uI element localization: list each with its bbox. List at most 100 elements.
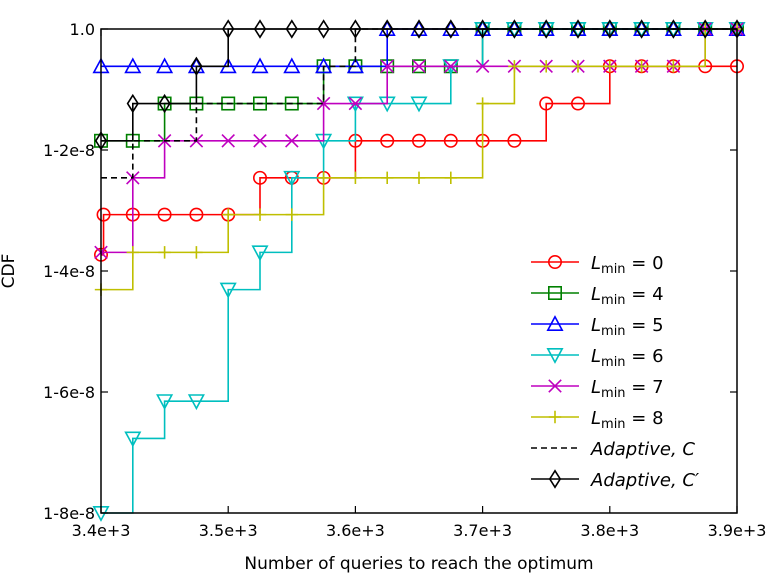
data-point	[219, 282, 237, 299]
legend-entry-3: Lmin = 5	[531, 315, 664, 339]
data-point	[316, 96, 331, 111]
x-tick-label: 3.6e+3	[326, 521, 385, 540]
data-point	[253, 96, 268, 111]
data-point	[603, 19, 616, 39]
data-point	[157, 207, 172, 222]
data-point	[251, 57, 269, 74]
x-tick-label: 3.4e+3	[72, 521, 131, 540]
data-point	[444, 171, 457, 185]
data-point	[508, 60, 521, 73]
data-point	[315, 57, 333, 74]
data-point	[96, 207, 111, 222]
legend-entry-5: Lmin = 7	[531, 377, 664, 401]
data-point	[285, 208, 298, 221]
data-point	[126, 246, 139, 259]
data-point	[158, 93, 171, 114]
series-2	[94, 21, 744, 148]
data-point	[124, 431, 142, 448]
data-point	[348, 96, 363, 111]
legend-marker	[547, 285, 562, 300]
data-point	[349, 171, 362, 185]
legend-marker	[546, 315, 564, 332]
data-point	[126, 93, 139, 114]
data-point	[667, 19, 680, 39]
data-point	[222, 19, 235, 39]
x-tick-label: 3.5e+3	[199, 521, 258, 540]
series-1	[94, 59, 744, 262]
data-point	[253, 170, 268, 185]
data-point	[571, 60, 585, 73]
data-point	[221, 134, 235, 148]
data-point	[444, 59, 458, 74]
data-point	[190, 246, 203, 259]
data-point	[635, 60, 648, 73]
legend-marker	[546, 347, 564, 364]
y-tick-label: 1-6e-8	[43, 383, 95, 402]
data-point	[667, 60, 680, 73]
data-point	[540, 19, 553, 39]
legend-entry-6: Lmin = 8	[531, 408, 664, 432]
data-point	[380, 133, 395, 148]
data-point	[349, 19, 362, 39]
series-8	[94, 19, 744, 151]
data-point	[412, 171, 426, 185]
legend: Lmin = 0 Lmin = 4 Lmin = 5 Lmin = 6 Lmin = 7…	[531, 253, 699, 491]
data-point	[283, 170, 301, 187]
data-point	[571, 19, 585, 39]
data-point	[412, 59, 426, 74]
data-point	[124, 57, 142, 74]
legend-marker	[548, 469, 562, 489]
data-point	[158, 246, 171, 259]
data-point	[412, 19, 426, 39]
data-point	[476, 97, 489, 110]
y-tick-label: 1-4e-8	[43, 262, 95, 281]
data-point	[317, 171, 330, 185]
data-point	[285, 19, 298, 39]
data-point	[508, 19, 521, 39]
data-point	[475, 59, 490, 74]
legend-marker	[548, 410, 562, 424]
data-point	[444, 19, 457, 39]
x-tick-label: 3.8e+3	[580, 521, 639, 540]
data-point	[476, 19, 489, 39]
data-point	[189, 207, 204, 222]
data-point	[283, 57, 301, 74]
data-point	[251, 245, 269, 262]
data-point	[190, 56, 203, 76]
data-point	[570, 96, 585, 111]
legend-entry-2: Lmin = 4	[531, 284, 664, 308]
legend-label: Adaptive, C	[590, 439, 695, 460]
data-point	[156, 57, 174, 74]
series-line	[101, 28, 737, 142]
x-axis-title: Number of queries to reach the optimum	[244, 554, 593, 574]
data-point	[380, 59, 394, 74]
legend-entry-4: Lmin = 6	[531, 346, 664, 370]
data-point	[381, 19, 394, 39]
legend-label: Lmin = 0	[591, 253, 664, 277]
data-point	[540, 60, 553, 73]
data-point	[222, 208, 235, 221]
data-point	[410, 96, 428, 113]
y-tick-label: 1-2e-8	[43, 141, 95, 160]
legend-marker	[547, 255, 562, 270]
legend-label: Lmin = 8	[591, 408, 664, 432]
data-point	[253, 19, 267, 39]
data-point	[253, 134, 267, 148]
legend-label: Lmin = 7	[591, 377, 664, 401]
legend-entry-8: Adaptive, C′	[531, 469, 699, 491]
data-point	[156, 394, 174, 411]
data-point	[411, 133, 426, 148]
data-point	[539, 96, 554, 111]
data-point	[507, 133, 522, 148]
y-axis-title: CDF	[0, 254, 19, 289]
legend-label: Lmin = 5	[591, 315, 664, 339]
data-point	[635, 19, 648, 39]
axes-layer: 3.4e+3 3.5e+3 3.6e+3 3.7e+3 3.8e+3 3.9e+3 1-8e…	[43, 20, 766, 540]
y-tick-label: 1.0	[70, 20, 95, 39]
data-point	[285, 134, 299, 148]
legend-entry-7: Adaptive, C	[531, 439, 695, 460]
legend-label: Adaptive, C′	[590, 470, 699, 491]
data-point	[603, 60, 616, 73]
data-point	[317, 19, 330, 39]
